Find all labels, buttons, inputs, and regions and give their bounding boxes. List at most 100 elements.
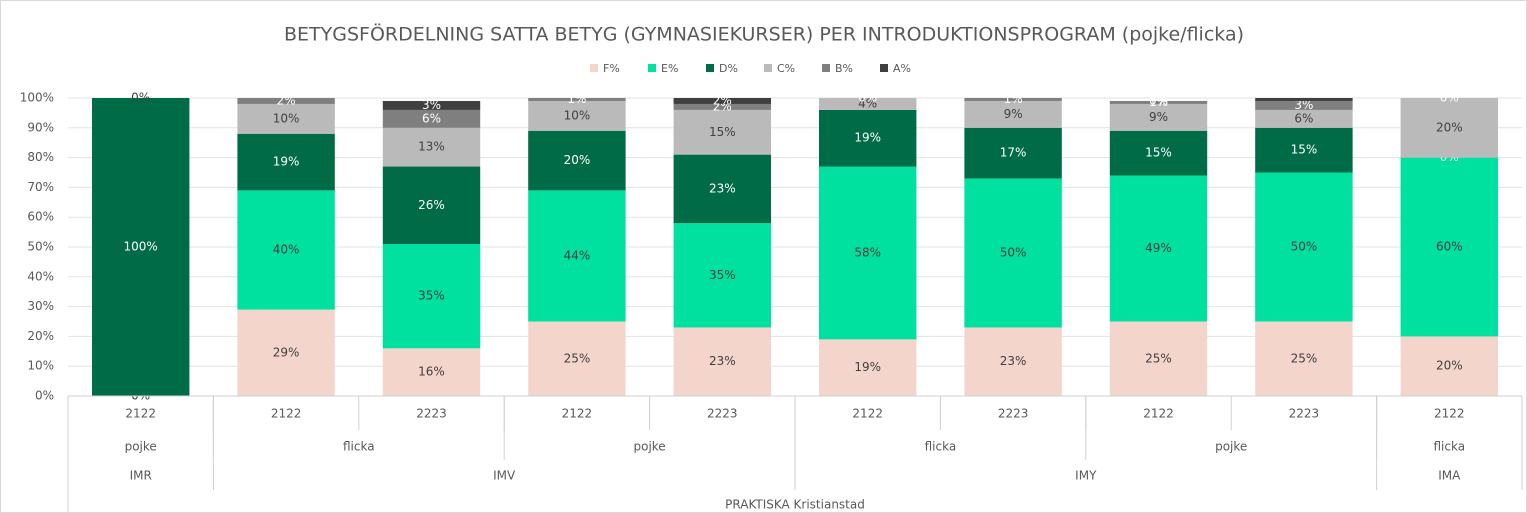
value-label: 17% [1000, 146, 1027, 160]
legend-label: F% [603, 62, 620, 75]
chart-title: BETYGSFÖRDELNING SATTA BETYG (GYMNASIEKU… [284, 23, 1244, 46]
bar-segment [964, 178, 1062, 328]
value-label: 25% [564, 351, 591, 365]
bar-segment [237, 103, 335, 134]
value-label: 23% [709, 181, 736, 195]
bar-segment [673, 103, 772, 110]
value-label: 40% [273, 242, 300, 256]
bar-segment [237, 309, 335, 396]
value-label: 49% [1145, 241, 1172, 255]
x-tick-label: 2223 [1289, 407, 1320, 421]
y-tick-label: 20% [27, 329, 54, 343]
bar-segment [1109, 130, 1208, 176]
legend-swatch [590, 64, 598, 72]
value-label: 100% [124, 240, 158, 254]
value-label: 6% [422, 111, 441, 125]
value-label: 15% [709, 125, 736, 139]
x-tick-label: 2223 [998, 407, 1029, 421]
bar-segment [528, 130, 626, 191]
value-label: 23% [1000, 354, 1027, 368]
group-label: pojke [633, 440, 665, 454]
x-tick-label: 2122 [1434, 407, 1465, 421]
group-label: pojke [1215, 440, 1247, 454]
value-label: 10% [564, 108, 591, 122]
value-label: 2% [713, 93, 732, 107]
bar-segment [818, 98, 917, 110]
value-label: 0% [131, 91, 150, 105]
bar-segment [1400, 157, 1499, 337]
value-label: 2% [277, 93, 296, 107]
value-label: 0% [1149, 93, 1168, 107]
value-label: 10% [273, 111, 300, 125]
bar-segment [1255, 127, 1353, 173]
y-tick-label: 0% [35, 389, 54, 403]
bar-segment [1255, 98, 1353, 101]
y-tick-label: 100% [20, 91, 54, 105]
value-label: 29% [273, 345, 300, 359]
value-label: 0% [858, 91, 877, 105]
value-label: 58% [854, 245, 881, 259]
x-tick-label: 2122 [852, 407, 883, 421]
bar-segment [673, 98, 772, 104]
y-tick-label: 40% [27, 269, 54, 283]
value-label: 19% [854, 360, 881, 374]
bar-segment [91, 98, 190, 396]
bar-segment [528, 98, 626, 101]
bar-segment [382, 127, 481, 167]
legend-label: E% [661, 62, 678, 75]
value-label: 25% [1291, 351, 1318, 365]
bar-segment [964, 127, 1062, 179]
value-label: 15% [1145, 146, 1172, 160]
x-tick-label: 2122 [125, 407, 156, 421]
legend-label: B% [835, 62, 853, 75]
value-label: 50% [1291, 240, 1318, 254]
bar-segment [964, 98, 1062, 101]
bar-segment [818, 109, 917, 167]
bar-segment [1109, 100, 1208, 104]
value-label: 1% [567, 92, 586, 106]
y-tick-label: 60% [27, 210, 54, 224]
value-label: 26% [418, 198, 445, 212]
legend-swatch [822, 64, 830, 72]
legend-swatch [648, 64, 656, 72]
y-tick-label: 30% [27, 299, 54, 313]
bar-segment [1255, 321, 1353, 396]
bar-segment [1255, 172, 1353, 322]
value-label: 19% [273, 155, 300, 169]
bar-segment [237, 133, 335, 191]
value-label: 60% [1436, 240, 1463, 254]
value-label: 6% [1294, 111, 1313, 125]
legend-label: D% [719, 62, 738, 75]
bar-segment [382, 100, 481, 110]
value-label: 20% [564, 153, 591, 167]
bar-segment [528, 190, 626, 322]
bar-segment [382, 244, 481, 349]
group-label: IMA [1438, 469, 1461, 483]
value-label: 1% [1004, 92, 1023, 106]
bar-segment [673, 109, 772, 155]
value-label: 9% [1149, 110, 1168, 124]
x-tick-label: 2122 [271, 407, 302, 421]
value-label: 4% [858, 96, 877, 110]
value-label: 16% [418, 365, 445, 379]
y-tick-label: 90% [27, 120, 54, 134]
value-label: 3% [1294, 98, 1313, 112]
value-label: 20% [1436, 120, 1463, 134]
y-tick-label: 10% [27, 359, 54, 373]
bar-segment [528, 100, 626, 131]
group-label: IMV [493, 469, 516, 483]
bar-segment [382, 109, 481, 128]
value-label: 25% [1145, 351, 1172, 365]
bar-segment [1255, 109, 1353, 128]
group-label: pojke [125, 440, 157, 454]
value-label: 50% [1000, 245, 1027, 259]
x-tick-label: 2223 [416, 407, 447, 421]
bar-segment [382, 348, 481, 396]
y-tick-label: 80% [27, 150, 54, 164]
bar-segment [673, 223, 772, 328]
bar-segment [528, 321, 626, 396]
group-label: IMR [130, 469, 152, 483]
legend-swatch [706, 64, 714, 72]
legend-swatch [764, 64, 772, 72]
